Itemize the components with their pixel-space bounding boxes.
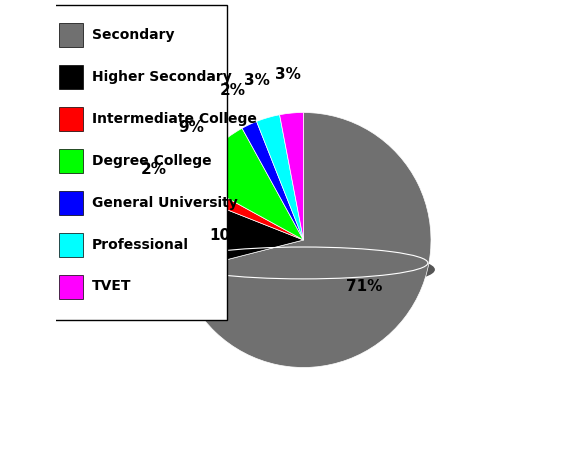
Text: General University: General University [92, 195, 238, 210]
Text: 9%: 9% [178, 120, 204, 135]
Text: 2%: 2% [220, 82, 246, 98]
Bar [59, 22, 83, 46]
Text: 71%: 71% [346, 279, 382, 294]
FancyBboxPatch shape [48, 4, 227, 320]
Text: Secondary: Secondary [92, 27, 174, 41]
Wedge shape [180, 112, 431, 368]
Bar [59, 233, 83, 256]
Text: Higher Secondary: Higher Secondary [92, 69, 232, 84]
Ellipse shape [173, 252, 434, 288]
Text: 3%: 3% [244, 73, 270, 88]
Text: Degree College: Degree College [92, 153, 212, 167]
Text: 10%: 10% [209, 228, 246, 243]
Text: 3%: 3% [275, 68, 301, 82]
Text: 2%: 2% [140, 162, 166, 177]
Bar [59, 190, 83, 215]
Bar [59, 64, 83, 89]
Wedge shape [257, 115, 303, 240]
Bar [59, 107, 83, 130]
Text: Intermediate College: Intermediate College [92, 112, 257, 126]
Wedge shape [192, 128, 303, 240]
Wedge shape [176, 193, 303, 272]
Wedge shape [242, 122, 303, 240]
Bar [59, 274, 83, 298]
Text: TVET: TVET [92, 279, 132, 293]
Wedge shape [185, 179, 303, 240]
Text: Professional: Professional [92, 238, 189, 252]
Bar [59, 148, 83, 172]
Wedge shape [280, 112, 303, 240]
